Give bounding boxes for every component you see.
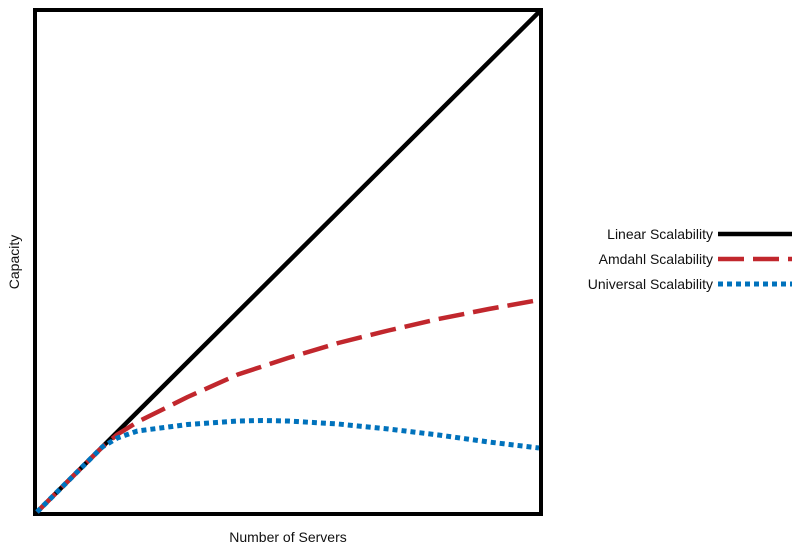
- legend-label: Amdahl Scalability: [599, 251, 713, 267]
- series-line-linear-scalability: [35, 10, 541, 514]
- y-axis-label: Capacity: [6, 235, 22, 289]
- series-layer: [35, 10, 541, 514]
- x-axis-label: Number of Servers: [229, 529, 346, 545]
- series-line-universal-scalability: [35, 418, 540, 514]
- legend: Linear Scalability Amdahl Scalability Univ…: [588, 226, 792, 292]
- legend-label: Linear Scalability: [607, 226, 713, 242]
- legend-label: Universal Scalability: [588, 276, 713, 292]
